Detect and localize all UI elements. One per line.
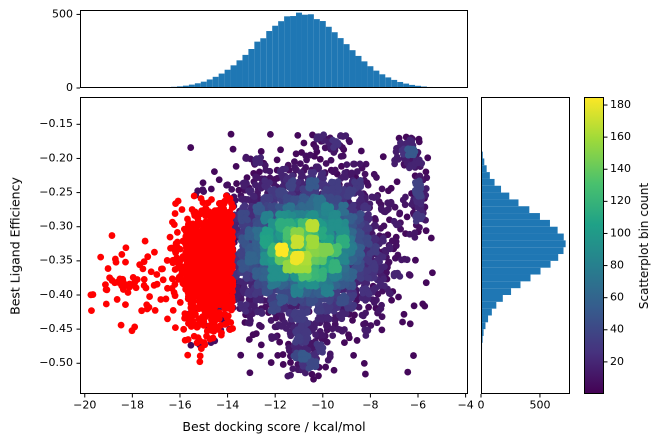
- x-axis-label: Best docking score / kcal/mol: [182, 419, 366, 434]
- colorbar-label: Scatterplot bin count: [637, 182, 651, 310]
- y-axis-label: Best Ligand Efficiency: [7, 177, 23, 315]
